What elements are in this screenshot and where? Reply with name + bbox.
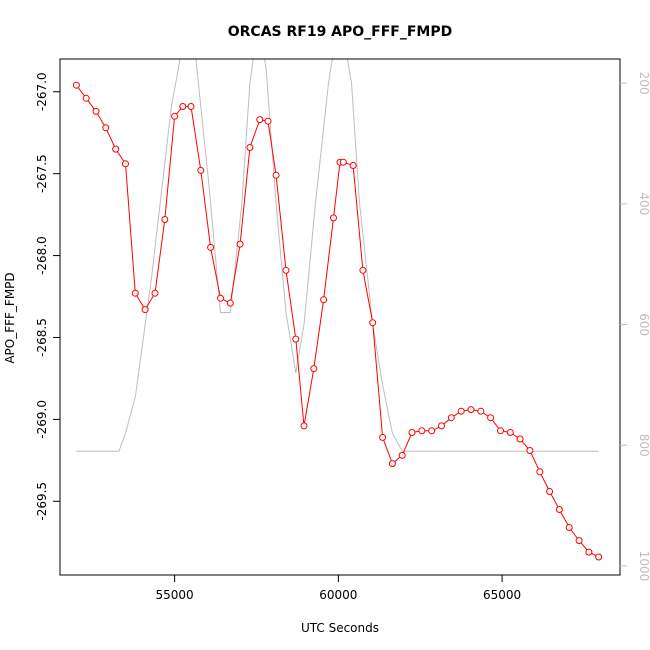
- data-point: [526, 447, 534, 454]
- data-point: [187, 103, 195, 110]
- data-point: [349, 162, 357, 169]
- plot-frame: [59, 58, 621, 576]
- x-tick-label: 60000: [319, 588, 357, 602]
- y-axis: -267.0 -267.5 -268.0 -268.5 -269.0 -269.5: [35, 72, 60, 521]
- data-point: [226, 299, 234, 307]
- data-point: [388, 460, 396, 468]
- data-point: [428, 427, 436, 435]
- data-point: [418, 427, 426, 435]
- data-point: [438, 422, 445, 430]
- left-series-line: [75, 84, 599, 558]
- data-point: [282, 266, 290, 274]
- data-point: [151, 289, 159, 297]
- data-point: [467, 406, 475, 414]
- data-point: [565, 524, 573, 531]
- chart-title: ORCAS RF19 APO_FFF_FMPD: [228, 24, 453, 40]
- right-series-layer: [76, 59, 599, 452]
- data-point: [516, 435, 524, 443]
- data-point: [161, 216, 169, 223]
- data-point: [330, 214, 337, 222]
- x-tick-label: 55000: [156, 588, 194, 602]
- data-point: [141, 306, 149, 314]
- data-point: [506, 429, 514, 436]
- data-point: [536, 468, 544, 476]
- data-point: [398, 451, 406, 459]
- data-point: [339, 158, 347, 166]
- data-point: [408, 429, 416, 436]
- data-point: [477, 407, 485, 415]
- data-point: [310, 365, 318, 373]
- data-point: [575, 537, 583, 545]
- data-point: [256, 116, 264, 124]
- left-series-layer: [72, 81, 603, 561]
- x-axis: 55000 60000 65000: [156, 575, 521, 602]
- data-point: [292, 335, 300, 343]
- data-point: [300, 422, 308, 430]
- right-series-line: [76, 59, 599, 452]
- data-point: [112, 145, 120, 153]
- data-point: [457, 407, 465, 415]
- data-point: [359, 266, 367, 274]
- data-point: [487, 414, 495, 422]
- data-point: [82, 94, 90, 102]
- y2-tick-label: 1000: [637, 551, 650, 582]
- y-tick-label: -268.5: [35, 318, 49, 357]
- data-point: [217, 294, 224, 302]
- data-point: [179, 103, 187, 110]
- data-point: [546, 488, 554, 495]
- data-point: [131, 289, 139, 297]
- y2-tick-label: 800: [637, 434, 650, 457]
- data-point: [595, 553, 603, 561]
- y2-tick-label: 600: [637, 313, 650, 336]
- x-tick-label: 65000: [483, 588, 521, 602]
- y-tick-label: -269.5: [35, 482, 49, 521]
- data-point: [264, 117, 272, 125]
- data-point: [92, 107, 100, 115]
- y-axis-label: APO_FFF_FMPD: [3, 272, 17, 363]
- x-axis-label: UTC Seconds: [301, 621, 379, 635]
- y2-tick-label: 200: [637, 72, 650, 95]
- data-point: [102, 124, 110, 132]
- y-tick-label: -269.0: [35, 400, 49, 439]
- data-point: [122, 160, 129, 168]
- y2-axis: 200 400 600 800 1000: [620, 72, 650, 582]
- data-point: [246, 144, 254, 151]
- data-point: [207, 243, 215, 251]
- data-point: [447, 414, 455, 422]
- y2-tick-label: 400: [637, 192, 650, 215]
- y-tick-label: -267.0: [35, 72, 49, 111]
- data-point: [379, 433, 387, 441]
- data-point: [72, 81, 80, 89]
- data-point: [320, 296, 328, 304]
- data-point: [497, 427, 504, 435]
- data-point: [272, 171, 280, 179]
- data-point: [171, 112, 179, 120]
- data-point: [369, 319, 377, 327]
- data-point: [585, 548, 593, 556]
- y-tick-label: -267.5: [35, 154, 49, 193]
- y-tick-label: -268.0: [35, 236, 49, 275]
- data-point: [555, 506, 563, 513]
- data-point: [197, 166, 205, 174]
- data-point: [236, 240, 244, 248]
